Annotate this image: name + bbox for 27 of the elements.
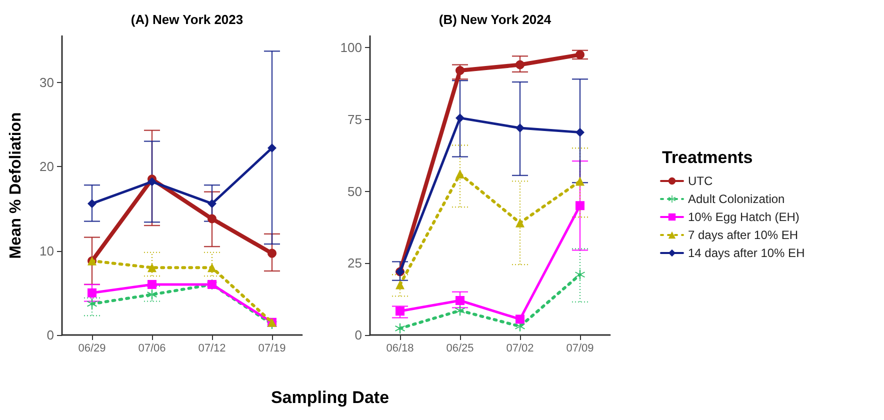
legend-label: 10% Egg Hatch (EH) <box>688 210 800 224</box>
y-tick-label: 30 <box>40 74 54 90</box>
chart-title: (A) New York 2023 <box>130 12 244 27</box>
x-axis-title: Sampling Date <box>270 388 390 408</box>
x-tick-label: 07/12 <box>198 342 226 354</box>
y-tick-label: 100 <box>340 40 362 55</box>
legend-label: Adult Colonization <box>688 192 785 206</box>
x-tick-label: 07/02 <box>506 342 534 354</box>
x-tick-label: 06/18 <box>386 342 414 354</box>
x-tick-label: 06/29 <box>78 342 106 354</box>
y-tick-label: 0 <box>46 328 54 342</box>
x-tick-label: 06/25 <box>446 342 474 354</box>
x-tick-label: 07/09 <box>566 342 594 354</box>
y-tick-label: 25 <box>348 256 362 271</box>
x-tick-label: 07/19 <box>258 342 286 354</box>
y-axis-title: Mean % Defoliation <box>8 112 24 259</box>
y-tick-label: 50 <box>348 184 362 199</box>
legend-label: UTC <box>688 174 713 188</box>
y-tick-label: 75 <box>348 112 362 127</box>
legend-label: 7 days after 10% EH <box>688 228 798 242</box>
legend-label: 14 days after 10% EH <box>688 246 805 260</box>
legend-title: Treatments <box>662 148 753 167</box>
chart-title: (B) New York 2024 <box>438 12 552 27</box>
x-tick-label: 07/06 <box>138 342 166 354</box>
y-tick-label: 10 <box>40 243 54 258</box>
y-tick-label: 0 <box>354 328 362 342</box>
y-tick-label: 20 <box>40 159 54 174</box>
